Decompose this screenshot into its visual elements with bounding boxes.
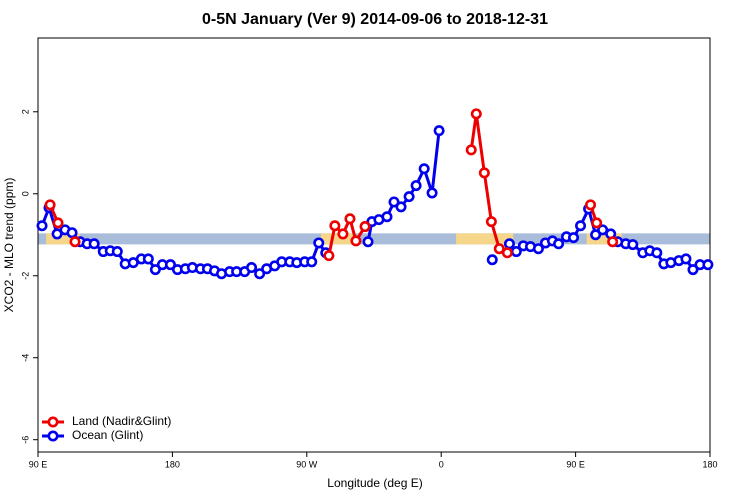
x-axis-label: Longitude (deg E) xyxy=(327,476,422,490)
data-point xyxy=(687,264,699,276)
data-point xyxy=(532,243,544,255)
data-point xyxy=(52,217,64,229)
data-point xyxy=(627,239,639,251)
data-point xyxy=(590,229,602,241)
data-point xyxy=(575,220,587,232)
data-point xyxy=(66,227,78,239)
data-point xyxy=(142,253,154,265)
data-point xyxy=(465,144,477,156)
data-point xyxy=(254,268,266,280)
data-point xyxy=(568,232,580,244)
data-point xyxy=(164,259,176,271)
data-point xyxy=(306,256,318,268)
y-tick-label: 2 xyxy=(20,109,30,114)
legend-label: Land (Nadir&Glint) xyxy=(72,414,171,428)
legend-marker xyxy=(47,416,59,428)
data-point xyxy=(36,220,48,232)
data-point xyxy=(69,236,81,248)
data-point xyxy=(485,216,497,228)
legend-label: Ocean (Glint) xyxy=(72,428,143,442)
data-point xyxy=(433,125,445,137)
data-point xyxy=(388,196,400,208)
data-point xyxy=(362,236,374,248)
data-point xyxy=(149,264,161,276)
data-point xyxy=(597,224,609,236)
data-point xyxy=(88,238,100,250)
data-point xyxy=(111,246,123,258)
data-point xyxy=(493,243,505,255)
data-point xyxy=(651,247,663,259)
x-tick-label: 90 E xyxy=(566,459,585,469)
legend-marker xyxy=(47,430,59,442)
y-tick-label: -2 xyxy=(20,272,30,280)
data-point xyxy=(329,220,341,232)
data-point xyxy=(313,237,325,249)
x-tick-label: 90 E xyxy=(29,459,48,469)
data-point xyxy=(478,167,490,179)
data-point xyxy=(350,235,362,247)
data-point xyxy=(486,254,498,266)
data-point xyxy=(607,236,619,248)
data-point xyxy=(553,238,565,250)
data-point xyxy=(381,211,393,223)
chart-title: 0-5N January (Ver 9) 2014-09-06 to 2018-… xyxy=(202,11,548,28)
y-axis-label: XCO2 - MLO trend (ppm) xyxy=(2,178,16,313)
series-line xyxy=(469,112,509,255)
data-point xyxy=(426,187,438,199)
data-point xyxy=(395,201,407,213)
data-point xyxy=(680,253,692,265)
data-point xyxy=(418,163,430,175)
data-point xyxy=(501,247,513,259)
data-point xyxy=(344,213,356,225)
y-tick-label: 0 xyxy=(20,191,30,196)
data-point xyxy=(403,191,415,203)
data-point xyxy=(246,262,258,274)
data-point xyxy=(44,199,56,211)
x-tick-label: 0 xyxy=(439,459,444,469)
data-point xyxy=(51,228,63,240)
data-point xyxy=(323,250,335,262)
data-point xyxy=(503,238,515,250)
data-point xyxy=(591,217,603,229)
data-point xyxy=(410,180,422,192)
y-tick-label: -6 xyxy=(20,436,30,444)
y-tick-label: -4 xyxy=(20,354,30,362)
x-tick-label: 90 W xyxy=(296,459,318,469)
data-point xyxy=(585,199,597,211)
plot-frame xyxy=(37,37,711,453)
data-point xyxy=(337,228,349,240)
x-tick-label: 180 xyxy=(702,459,717,469)
x-tick-label: 180 xyxy=(165,459,180,469)
data-point xyxy=(702,259,714,271)
data-point xyxy=(470,108,482,120)
data-point xyxy=(359,221,371,233)
